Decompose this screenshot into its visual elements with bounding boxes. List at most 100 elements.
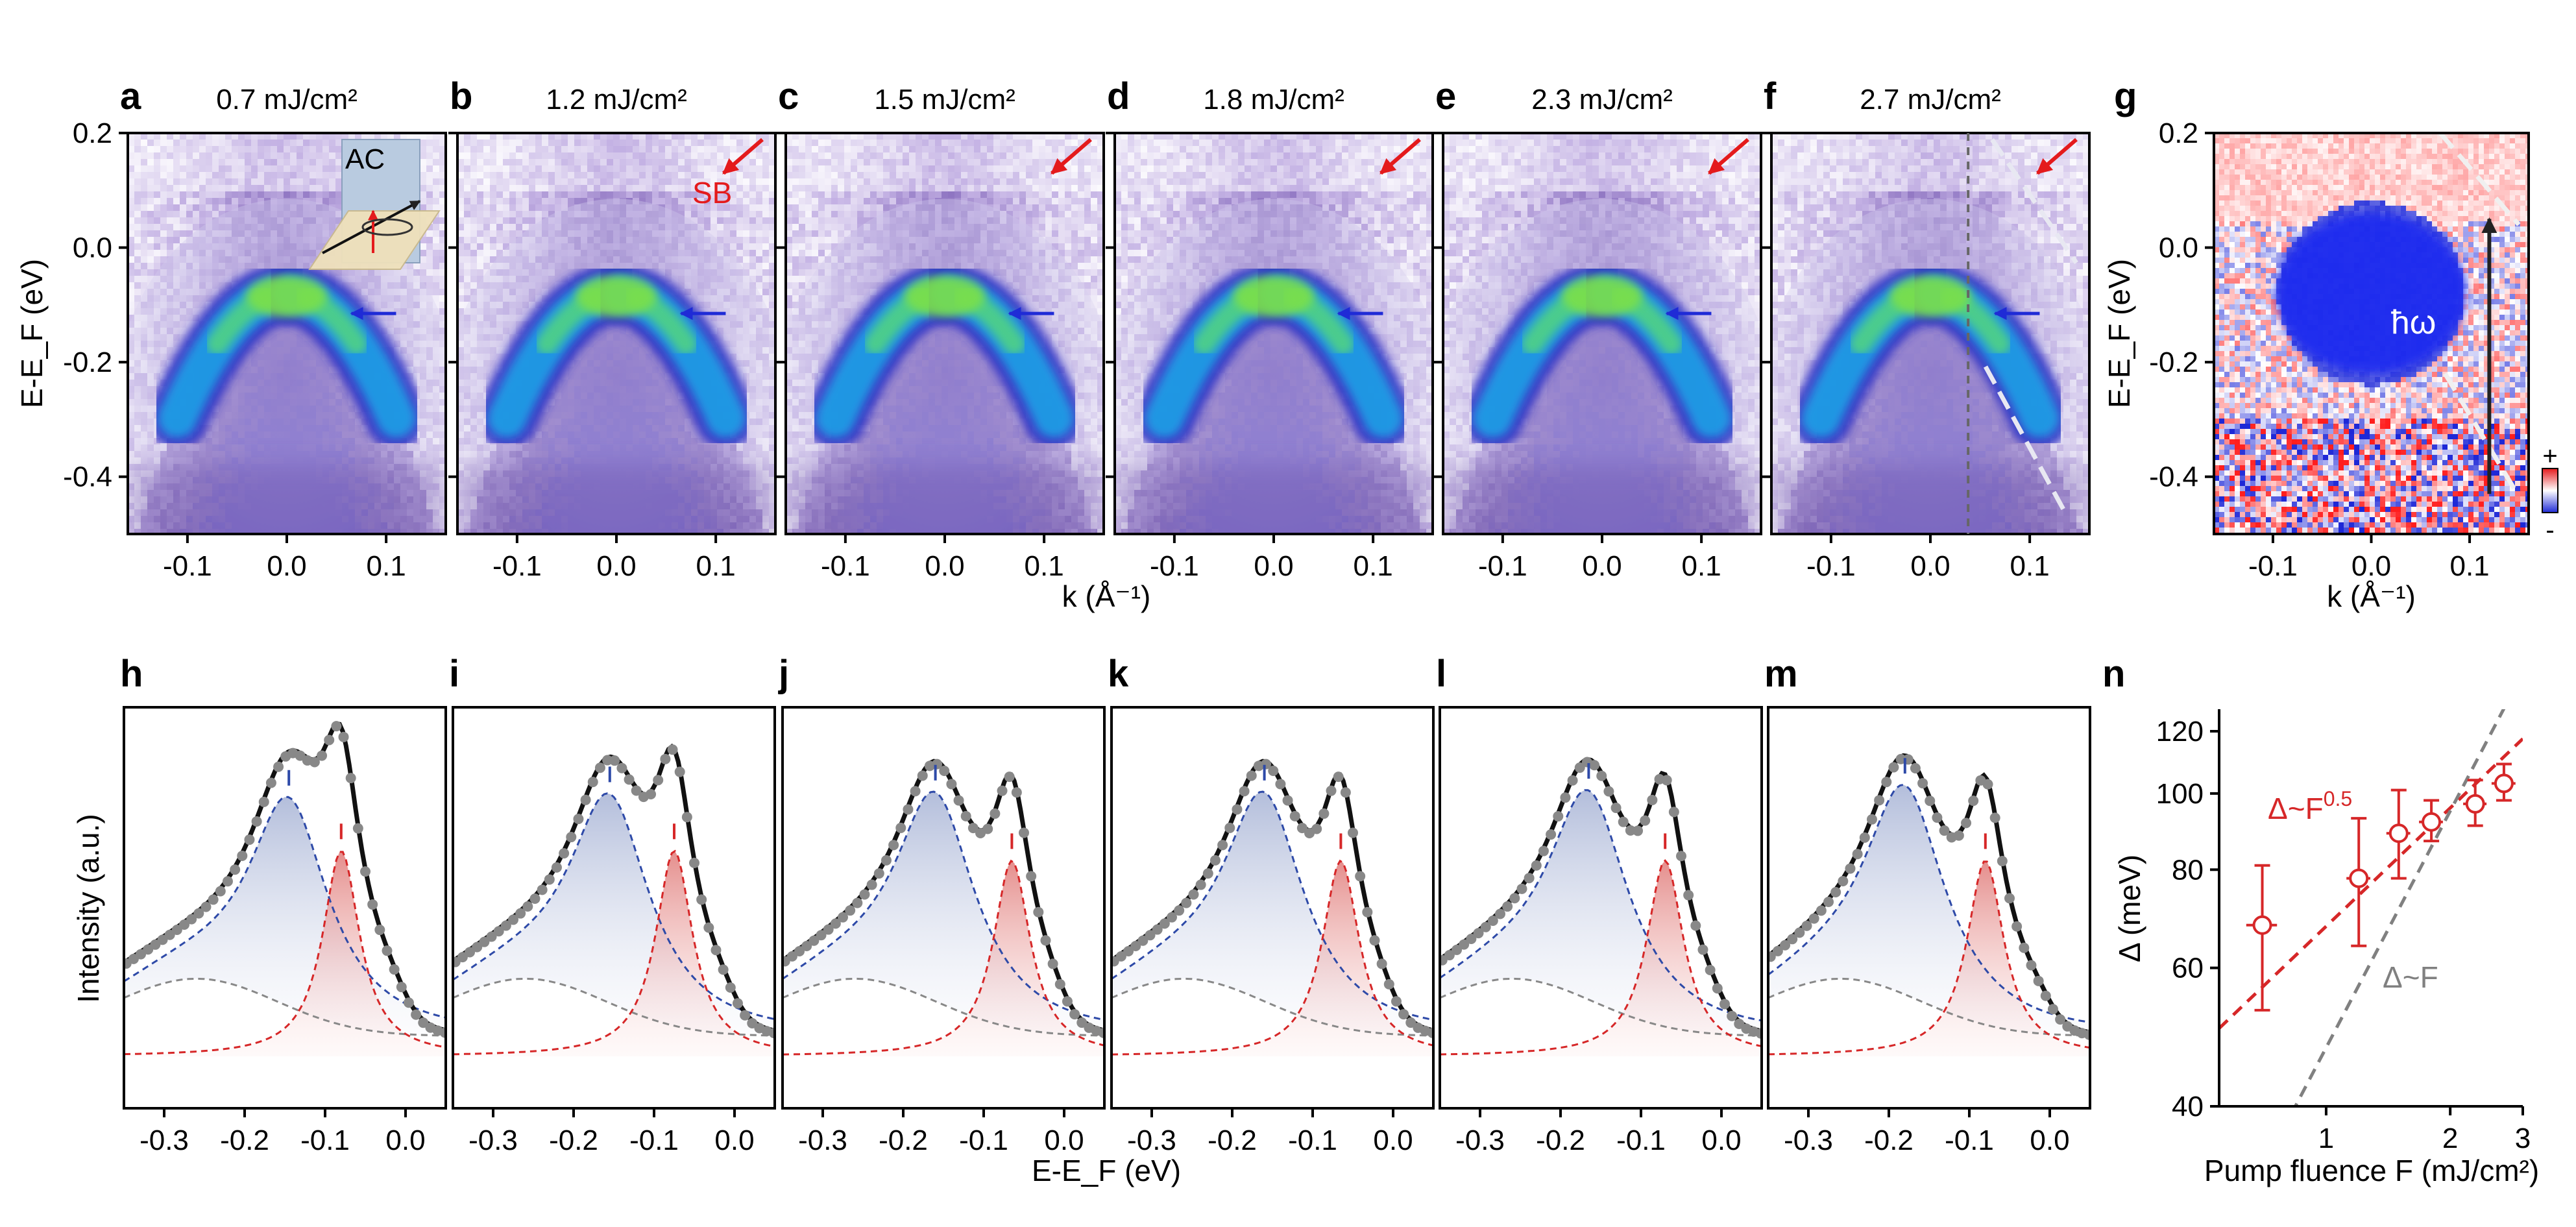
map-pixel [587, 140, 594, 146]
map-pixel [361, 133, 368, 140]
map-pixel [457, 217, 464, 224]
map-pixel [490, 250, 496, 256]
map-pixel [704, 178, 711, 185]
map-pixel [232, 146, 238, 152]
map-pixel [322, 146, 329, 152]
map-pixel [147, 237, 154, 243]
map-pixel [199, 159, 206, 165]
map-pixel [516, 191, 522, 198]
map-pixel [594, 191, 600, 198]
map-pixel [219, 211, 225, 217]
map-pixel [769, 289, 775, 295]
map-pixel [186, 133, 193, 140]
map-pixel [154, 178, 160, 185]
map-pixel [303, 152, 310, 159]
map-pixel [548, 172, 555, 178]
map-pixel [477, 224, 483, 230]
map-pixel [652, 191, 659, 198]
map-pixel [496, 140, 503, 146]
map-pixel [607, 146, 613, 152]
map-pixel [258, 185, 264, 191]
map-pixel [762, 204, 769, 211]
map-pixel [251, 172, 258, 178]
map-pixel [535, 204, 542, 211]
map-pixel [704, 224, 711, 230]
map-pixel [316, 172, 322, 178]
map-pixel [470, 224, 477, 230]
map-pixel [736, 191, 743, 198]
map-pixel [743, 250, 749, 256]
map-pixel [180, 217, 186, 224]
map-pixel [620, 133, 626, 140]
map-pixel [477, 256, 483, 263]
map-pixel [509, 178, 516, 185]
map-pixel [490, 237, 496, 243]
map-pixel [613, 185, 620, 191]
map-pixel [483, 224, 490, 230]
map-pixel [548, 152, 555, 159]
map-pixel [160, 178, 167, 185]
map-pixel [659, 152, 665, 159]
map-pixel [180, 191, 186, 198]
map-pixel [652, 140, 659, 146]
map-pixel [503, 217, 509, 224]
map-pixel [464, 256, 470, 263]
map-pixel [420, 250, 426, 256]
map-pixel [141, 159, 147, 165]
map-pixel [147, 133, 154, 140]
map-pixel [245, 191, 251, 198]
map-pixel [587, 178, 594, 185]
map-pixel [522, 211, 529, 217]
map-pixel [290, 178, 297, 185]
band-top-spot [247, 275, 327, 317]
map-pixel [439, 243, 446, 250]
map-pixel [277, 191, 284, 198]
map-pixel [490, 230, 496, 237]
map-pixel [522, 204, 529, 211]
map-pixel [600, 159, 607, 165]
map-pixel [206, 178, 212, 185]
map-pixel [147, 250, 154, 256]
map-pixel [711, 133, 717, 140]
map-pixel [420, 172, 426, 178]
map-pixel [180, 230, 186, 237]
map-pixel [762, 217, 769, 224]
map-pixel [212, 165, 219, 172]
map-pixel [154, 165, 160, 172]
map-pixel [691, 146, 698, 152]
map-pixel [420, 269, 426, 276]
map-pixel [743, 191, 749, 198]
map-pixel [522, 146, 529, 152]
map-pixel [756, 204, 762, 211]
map-pixel [691, 165, 698, 172]
map-pixel [128, 282, 134, 289]
map-pixel [141, 224, 147, 230]
map-pixel [704, 146, 711, 152]
map-pixel [457, 165, 464, 172]
map-pixel [160, 172, 167, 178]
map-pixel [420, 185, 426, 191]
map-pixel [483, 250, 490, 256]
map-pixel [542, 204, 548, 211]
map-pixel [723, 185, 730, 191]
map-pixel [439, 198, 446, 204]
map-pixel [284, 152, 290, 159]
map-pixel [496, 152, 503, 159]
map-pixel [238, 165, 245, 172]
map-pixel [193, 217, 199, 224]
map-pixel [134, 237, 141, 243]
map-pixel [310, 152, 316, 159]
map-pixel [490, 159, 496, 165]
map-pixel [219, 204, 225, 211]
map-pixel [496, 204, 503, 211]
map-pixel [704, 133, 711, 140]
map-pixel [193, 152, 199, 159]
map-pixel [749, 243, 756, 250]
map-pixel [639, 152, 646, 159]
map-pixel [646, 178, 652, 185]
map-pixel [160, 191, 167, 198]
map-pixel [310, 172, 316, 178]
map-pixel [348, 133, 355, 140]
map-pixel [717, 224, 723, 230]
map-pixel [426, 256, 433, 263]
